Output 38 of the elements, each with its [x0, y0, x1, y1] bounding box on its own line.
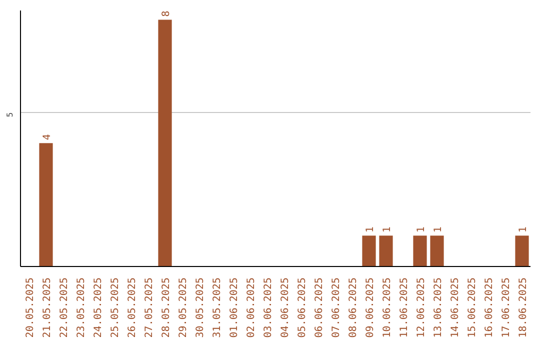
x-tick-label: 09.06.2025 — [365, 277, 376, 338]
x-tick-label: 17.06.2025 — [501, 277, 512, 338]
x-tick-label: 21.05.2025 — [42, 277, 53, 338]
x-tick-label: 27.05.2025 — [144, 277, 155, 338]
data-label: 8 — [161, 10, 172, 17]
x-tick-label: 14.06.2025 — [450, 277, 461, 338]
y-tick-label: 5 — [6, 112, 14, 118]
data-label: 1 — [416, 226, 427, 233]
x-tick-label: 30.05.2025 — [195, 277, 206, 338]
x-tick-label: 06.06.2025 — [314, 277, 325, 338]
x-tick-label: 05.06.2025 — [297, 277, 308, 338]
x-tick-label: 18.06.2025 — [518, 277, 529, 338]
data-label: 1 — [382, 226, 393, 233]
data-label: 1 — [518, 226, 529, 233]
x-tick-label: 25.05.2025 — [110, 277, 121, 338]
x-tick-label: 26.05.2025 — [127, 277, 138, 338]
x-tick-label: 23.05.2025 — [76, 277, 87, 338]
x-tick-label: 16.06.2025 — [484, 277, 495, 338]
x-tick-label: 08.06.2025 — [348, 277, 359, 338]
x-tick-label: 28.05.2025 — [161, 277, 172, 338]
x-tick-label: 29.05.2025 — [178, 277, 189, 338]
x-tick-label: 22.05.2025 — [59, 277, 70, 338]
data-label: 4 — [42, 134, 53, 140]
x-tick-label: 24.05.2025 — [93, 277, 104, 338]
x-tick-label: 13.06.2025 — [433, 277, 444, 338]
data-label: 1 — [433, 226, 444, 233]
x-tick-label: 04.06.2025 — [280, 277, 291, 338]
x-tick-label: 02.06.2025 — [246, 277, 257, 338]
x-tick-label: 31.05.2025 — [212, 277, 223, 338]
data-label: 1 — [365, 226, 376, 233]
x-tick-label: 10.06.2025 — [382, 277, 393, 338]
x-tick-label: 15.06.2025 — [467, 277, 478, 338]
x-tick-label: 11.06.2025 — [399, 277, 410, 338]
x-tick-label: 20.05.2025 — [25, 277, 36, 338]
x-tick-label: 01.06.2025 — [229, 277, 240, 338]
x-tick-label: 03.06.2025 — [263, 277, 274, 338]
x-tick-label: 12.06.2025 — [416, 277, 427, 338]
x-tick-label: 07.06.2025 — [331, 277, 342, 338]
